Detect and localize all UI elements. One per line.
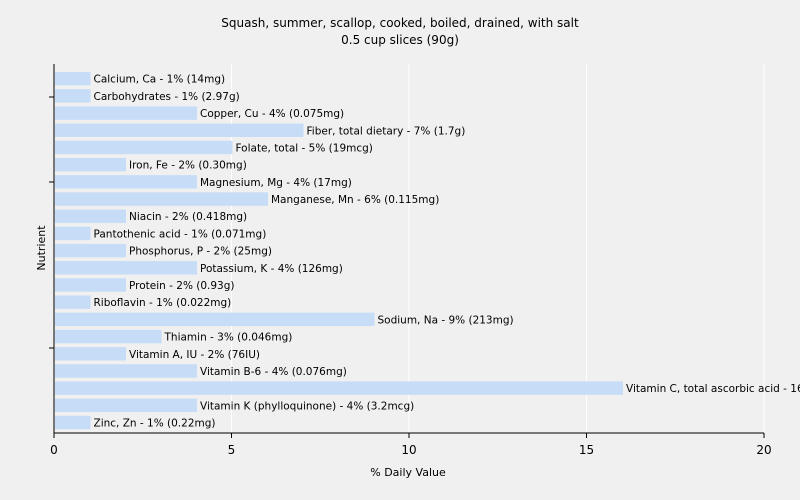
x-tick-label-2: 10	[401, 443, 416, 457]
bar-4	[55, 140, 233, 155]
data-label-1: Carbohydrates - 1% (2.97g)	[94, 91, 240, 103]
data-label-18: Vitamin C, total ascorbic acid - 16% (9.…	[626, 383, 800, 395]
x-tick-label-3: 15	[579, 443, 594, 457]
bar-19	[55, 398, 197, 413]
y-axis-label: Nutrient	[35, 225, 48, 271]
x-axis-label: % Daily Value	[370, 466, 446, 479]
bar-6	[55, 175, 197, 189]
bar-5	[55, 157, 126, 172]
bar-9	[55, 226, 91, 241]
data-label-8: Niacin - 2% (0.418mg)	[129, 211, 247, 223]
data-label-10: Phosphorus, P - 2% (25mg)	[129, 246, 272, 258]
data-label-0: Calcium, Ca - 1% (14mg)	[94, 74, 226, 86]
bar-12	[55, 278, 126, 292]
data-label-11: Potassium, K - 4% (126mg)	[200, 263, 343, 275]
data-label-14: Sodium, Na - 9% (213mg)	[378, 314, 514, 326]
bar-17	[55, 364, 197, 378]
bar-2	[55, 106, 197, 120]
x-tick-label-4: 20	[756, 443, 771, 457]
bar-7	[55, 192, 268, 206]
data-label-20: Zinc, Zn - 1% (0.22mg)	[94, 418, 216, 430]
data-label-17: Vitamin B-6 - 4% (0.076mg)	[200, 366, 347, 378]
data-label-4: Folate, total - 5% (19mcg)	[236, 142, 373, 154]
data-label-13: Riboflavin - 1% (0.022mg)	[94, 297, 232, 309]
bar-1	[55, 89, 91, 103]
bar-0	[55, 72, 91, 86]
chart-subtitle: 0.5 cup slices (90g)	[341, 33, 459, 47]
bar-8	[55, 209, 126, 223]
x-tick-label-1: 5	[228, 443, 236, 457]
bar-18	[55, 381, 623, 395]
bar-16	[55, 347, 126, 361]
bar-3	[55, 123, 304, 137]
bar-15	[55, 329, 162, 344]
x-tick-label-0: 0	[50, 443, 58, 457]
bar-13	[55, 295, 91, 309]
bar-20	[55, 415, 91, 430]
data-label-6: Magnesium, Mg - 4% (17mg)	[200, 177, 352, 189]
data-label-5: Iron, Fe - 2% (0.30mg)	[129, 160, 247, 172]
data-label-12: Protein - 2% (0.93g)	[129, 280, 235, 292]
data-label-15: Thiamin - 3% (0.046mg)	[164, 332, 293, 344]
bar-14	[55, 312, 375, 327]
bar-10	[55, 243, 126, 258]
data-label-3: Fiber, total dietary - 7% (1.7g)	[307, 125, 466, 137]
data-label-7: Manganese, Mn - 6% (0.115mg)	[271, 194, 439, 206]
bar-layer: Calcium, Ca - 1% (14mg) Carbohydrates - 1…	[55, 72, 800, 430]
bar-11	[55, 261, 197, 275]
data-label-9: Pantothenic acid - 1% (0.071mg)	[94, 228, 267, 240]
data-label-19: Vitamin K (phylloquinone) - 4% (3.2mcg)	[200, 400, 414, 412]
axis-layer: 0 5 10 15 20	[49, 64, 772, 457]
data-label-2: Copper, Cu - 4% (0.075mg)	[200, 108, 344, 120]
chart-title: Squash, summer, scallop, cooked, boiled,…	[221, 16, 579, 30]
grid-layer	[231, 64, 765, 433]
data-label-16: Vitamin A, IU - 2% (76IU)	[129, 349, 260, 361]
